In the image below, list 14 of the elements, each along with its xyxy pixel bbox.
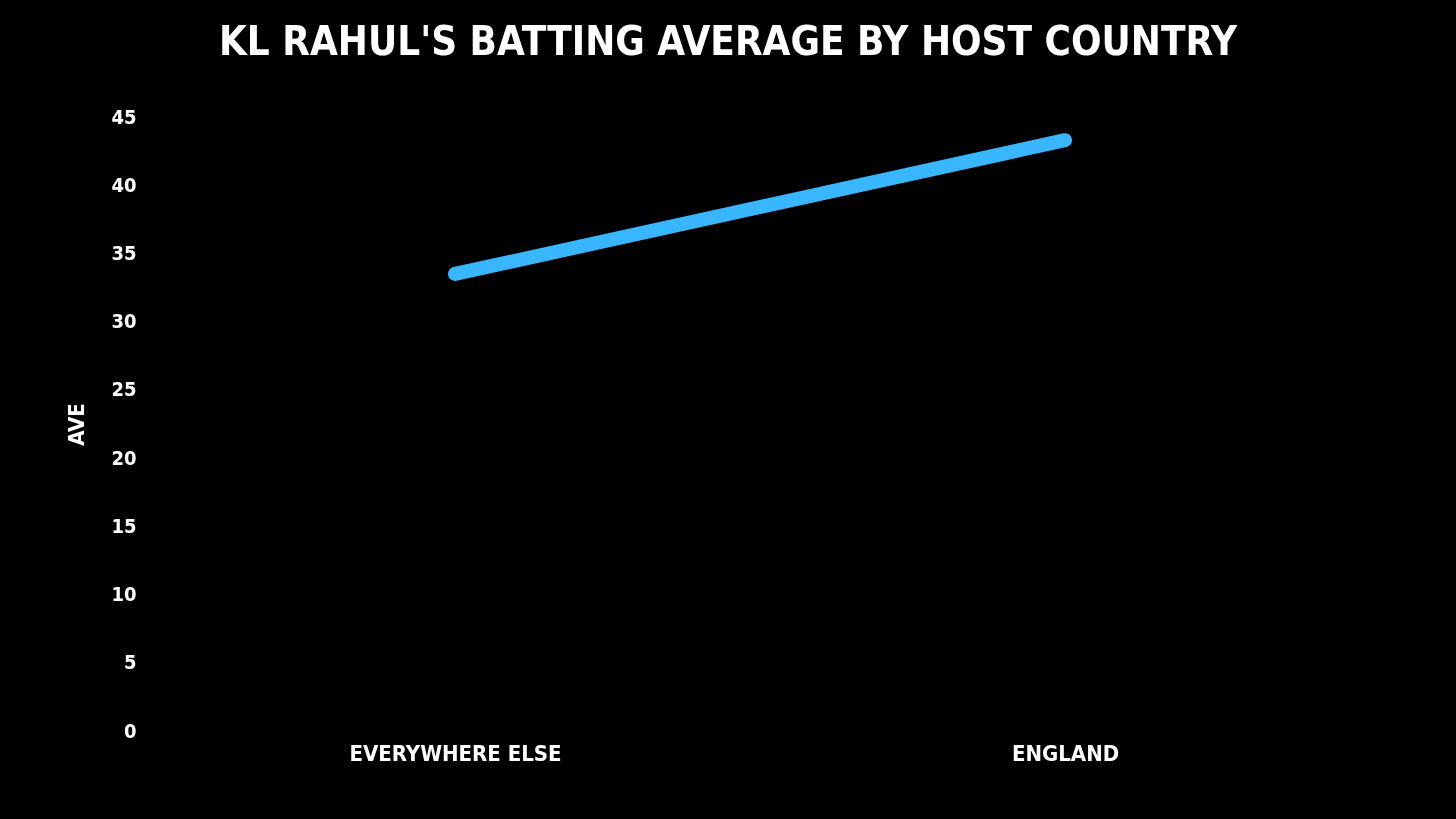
y-tick-label: 45 (111, 104, 137, 129)
y-tick-label: 10 (111, 582, 137, 607)
y-tick-label: 35 (111, 240, 137, 265)
y-tick-label: 15 (111, 513, 137, 538)
chart-title: KL RAHUL'S BATTING AVERAGE BY HOST COUNTRY (218, 18, 1238, 64)
y-tick-label: 40 (111, 172, 137, 197)
y-axis-title: AVE (64, 403, 90, 446)
y-tick-label: 5 (123, 650, 137, 675)
y-tick-label: 30 (111, 309, 137, 334)
y-tick-label: 0 (123, 718, 137, 743)
y-tick-label: 25 (111, 377, 137, 402)
y-tick-label: 20 (111, 445, 137, 470)
x-tick-label: ENGLAND (1011, 740, 1120, 766)
x-tick-label: EVERYWHERE ELSE (349, 740, 562, 766)
